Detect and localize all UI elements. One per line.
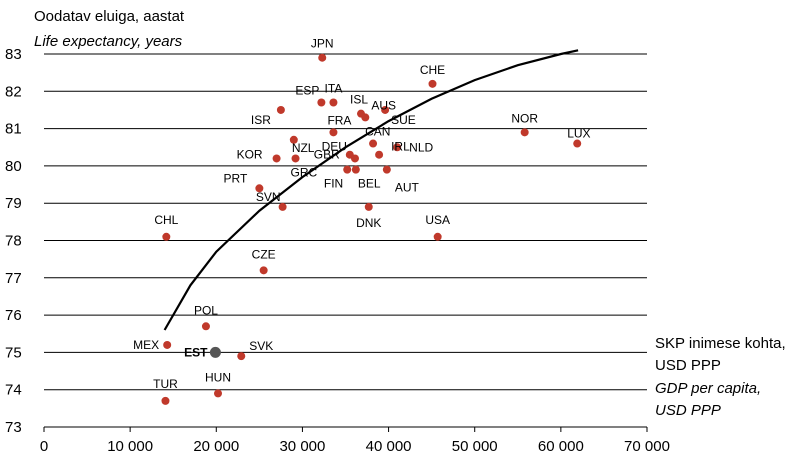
point-label-hun: HUN (205, 370, 231, 384)
point-label-isl: ISL (350, 93, 368, 107)
y-tick-label: 78 (5, 233, 22, 250)
chart-title-et: Oodatav eluiga, aastat (34, 8, 185, 25)
y-tick-label: 81 (5, 121, 22, 138)
data-point-jpn (318, 53, 327, 62)
point-label-svk: SVK (249, 339, 273, 353)
point-label-aut: AUT (395, 181, 420, 195)
data-point-irl (375, 150, 384, 159)
chart-title-en: Life expectancy, years (34, 33, 183, 50)
y-tick-label: 75 (5, 344, 22, 361)
y-tick-label: 77 (5, 270, 22, 287)
y-tick-label: 80 (5, 158, 22, 175)
data-point-kor (272, 154, 281, 163)
x-tick-label: 50 000 (452, 438, 498, 455)
y-tick-label: 74 (5, 382, 22, 399)
data-point-tur (161, 396, 170, 405)
point-label-deu: DEU (322, 139, 347, 153)
x-tick-label: 60 000 (538, 438, 584, 455)
x-tick-label: 30 000 (279, 438, 325, 455)
point-label-pol: POL (194, 303, 218, 317)
point-label-cze: CZE (252, 247, 276, 261)
data-point-cze (259, 266, 268, 275)
point-label-irl: IRL (391, 140, 410, 154)
point-label-che: CHE (420, 63, 445, 77)
data-point-grc (291, 154, 300, 163)
x-tick-label: 10 000 (107, 438, 153, 455)
x-axis-label-et-1: SKP inimese kohta, (655, 335, 786, 352)
y-tick-label: 79 (5, 195, 22, 212)
x-tick-label: 40 000 (366, 438, 412, 455)
point-label-nor: NOR (511, 111, 538, 125)
point-label-ita: ITA (325, 81, 343, 95)
data-point-nor (520, 128, 529, 137)
y-tick-labels: 73 74 75 76 77 78 79 80 81 82 83 (5, 46, 22, 436)
y-tick-label: 76 (5, 307, 22, 324)
data-point-bel (351, 165, 360, 174)
data-point-aus (361, 113, 370, 122)
data-point-usa (433, 232, 442, 241)
data-point-can (369, 139, 378, 148)
point-label-can: CAN (365, 125, 390, 139)
gridlines (43, 53, 648, 432)
data-point-est (209, 346, 221, 358)
point-label-grc: GRC (291, 165, 318, 179)
point-label-lux: LUX (567, 127, 590, 141)
data-point-mex (163, 340, 172, 349)
x-tick-label: 0 (40, 438, 48, 455)
point-label-svn: SVN (256, 190, 281, 204)
point-label-nzl: NZL (292, 141, 315, 155)
point-label-usa: USA (425, 213, 450, 227)
point-label-kor: KOR (237, 147, 263, 161)
data-point-lux (573, 139, 582, 148)
point-label-fra: FRA (327, 113, 351, 127)
point-label-dnk: DNK (356, 216, 381, 230)
x-axis-label-en-1: GDP per capita, (655, 380, 761, 397)
data-point-svn (278, 202, 287, 211)
data-point-aut (382, 165, 391, 174)
data-point-isr (276, 105, 285, 114)
point-label-gbr: GBR (314, 148, 340, 162)
data-point-svk (237, 352, 246, 361)
point-label-tur: TUR (153, 377, 178, 391)
data-point-fra (329, 128, 338, 137)
point-label-fin: FIN (324, 177, 343, 191)
point-label-prt: PRT (224, 171, 248, 185)
trend-line (163, 49, 579, 331)
point-label-est: EST (184, 345, 208, 359)
data-point-ita (329, 98, 338, 107)
data-point-pol (201, 322, 210, 331)
y-tick-label: 73 (5, 419, 22, 436)
data-point-chl (162, 232, 171, 241)
data-point-fin (343, 165, 352, 174)
data-point-che (428, 79, 437, 88)
point-label-bel: BEL (358, 177, 381, 191)
data-point-nld (393, 143, 402, 152)
data-point-prt (255, 184, 264, 193)
data-point-esp (317, 98, 326, 107)
data-point-hun (214, 389, 223, 398)
point-label-esp: ESP (295, 83, 319, 97)
point-label-chl: CHL (154, 213, 178, 227)
data-point-deu (350, 154, 359, 163)
point-label-aus: AUS (371, 98, 396, 112)
y-tick-label: 83 (5, 46, 22, 63)
data-point-dnk (364, 202, 373, 211)
point-label-isr: ISR (251, 113, 271, 127)
x-tick-label: 20 000 (193, 438, 239, 455)
y-tick-label: 82 (5, 83, 22, 100)
point-label-jpn: JPN (311, 37, 334, 51)
point-label-mex: MEX (133, 338, 159, 352)
x-axis-label-et-2: USD PPP (655, 357, 721, 374)
x-tick-label: 70 000 (624, 438, 670, 455)
point-label-nld: NLD (409, 140, 433, 154)
data-point-nzl (289, 135, 298, 144)
x-axis-label-en-2: USD PPP (655, 402, 721, 419)
x-tick-labels: 0 10 000 20 000 30 000 40 000 50 000 60 000 70 … (40, 438, 670, 455)
data-point-sue (381, 105, 390, 114)
point-label-sue: SUE (391, 113, 416, 127)
